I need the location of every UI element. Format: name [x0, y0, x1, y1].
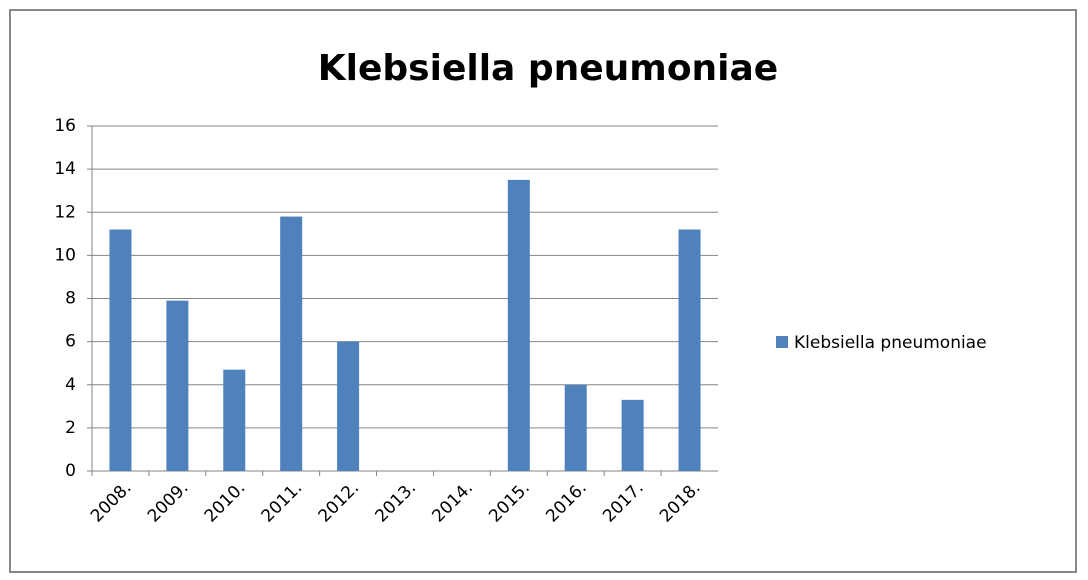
- y-tick-label: 0: [65, 461, 76, 481]
- bar: [280, 216, 303, 471]
- bar: [166, 300, 189, 471]
- y-tick-label: 10: [54, 245, 76, 265]
- bar: [337, 341, 360, 471]
- legend-swatch: [776, 336, 788, 348]
- y-tick-label: 2: [65, 418, 76, 438]
- legend-label: Klebsiella pneumoniae: [794, 333, 987, 353]
- bar: [621, 399, 644, 471]
- y-tick-label: 16: [54, 116, 76, 136]
- bar: [564, 384, 587, 471]
- y-tick-label: 6: [65, 332, 76, 352]
- y-tick-label: 14: [54, 159, 76, 179]
- bar: [507, 179, 530, 471]
- y-tick-label: 8: [65, 289, 76, 309]
- y-tick-label: 4: [65, 375, 76, 395]
- bar: [223, 369, 246, 471]
- chart-frame: [9, 9, 1077, 573]
- bar: [678, 229, 701, 471]
- bar: [109, 229, 132, 471]
- y-tick-label: 12: [54, 202, 76, 222]
- chart-title: Klebsiella pneumoniae: [318, 48, 778, 89]
